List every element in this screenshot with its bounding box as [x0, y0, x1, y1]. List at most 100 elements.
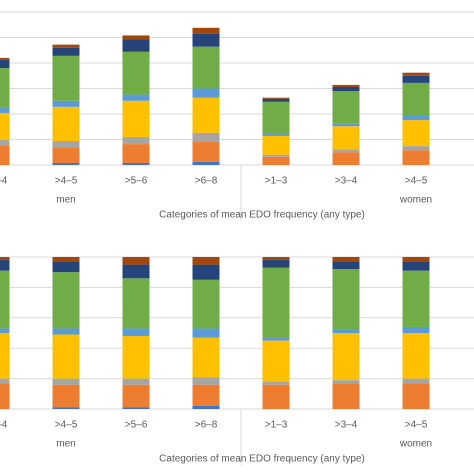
bar-segment — [122, 100, 150, 137]
bar-segment — [0, 260, 10, 271]
bar-segment — [52, 384, 80, 408]
x-tick-label: >4–5 — [405, 176, 428, 187]
bar-segment — [0, 59, 10, 69]
x-tick-label: >4–5 — [55, 420, 78, 431]
bar-segment — [122, 336, 150, 379]
bar-segment — [0, 57, 10, 60]
bar-segment — [52, 334, 80, 379]
bar-segment — [262, 384, 290, 409]
bar-segment — [402, 150, 430, 165]
bar-segment — [332, 380, 360, 384]
bar-segment — [192, 279, 220, 329]
bar-segment — [52, 141, 80, 148]
bar-segment — [332, 383, 360, 409]
bar-segment — [192, 27, 220, 34]
bar-segment — [262, 340, 290, 382]
bar-segment — [192, 161, 220, 165]
bar-segment — [122, 257, 150, 265]
bar-segment — [52, 162, 80, 165]
bar-segment — [52, 378, 80, 385]
bar-segment — [52, 55, 80, 101]
bar-segment — [402, 270, 430, 327]
bar-segment — [122, 39, 150, 52]
bar-segment — [122, 328, 150, 337]
bar-segment — [192, 264, 220, 280]
bar-segment — [122, 407, 150, 409]
bar-segment — [332, 269, 360, 330]
bar-segment — [52, 272, 80, 329]
bar-segment — [402, 257, 430, 262]
bar-segment — [192, 405, 220, 409]
bar-segment — [332, 261, 360, 270]
bar-segment — [192, 142, 220, 162]
x-tick-label: >3–4 — [335, 420, 358, 431]
bar-segment — [52, 147, 80, 163]
bar-segment — [122, 162, 150, 165]
x-axis-title: Categories of mean EDO frequency (any ty… — [159, 210, 365, 221]
bar-segment — [402, 333, 430, 379]
group-label: men — [56, 195, 75, 206]
bar-segment — [192, 88, 220, 98]
bar-segment — [192, 257, 220, 265]
bar-segment — [262, 267, 290, 338]
bar-segment — [402, 115, 430, 121]
bar-segment — [52, 44, 80, 48]
bar-segment — [402, 326, 430, 333]
x-tick-label: >3–4 — [335, 176, 358, 187]
bar-segment — [122, 136, 150, 145]
x-tick-label: >3–4 — [0, 176, 8, 187]
x-tick-label: >5–6 — [125, 176, 148, 187]
group-label: men — [56, 439, 75, 450]
bar-segment — [262, 260, 290, 268]
bar-segment — [52, 106, 80, 142]
x-tick-label: >6–8 — [195, 176, 218, 187]
bar-segment — [402, 378, 430, 384]
bar-segment — [0, 145, 10, 165]
x-tick-label: >3–4 — [0, 420, 8, 431]
bar-segment — [52, 261, 80, 273]
bar-segment — [52, 257, 80, 262]
bar-segment — [52, 407, 80, 409]
x-tick-label: >1–3 — [265, 420, 288, 431]
group-label: women — [399, 439, 432, 450]
bar-segment — [332, 86, 360, 92]
bar-segment — [402, 75, 430, 83]
bar-segment — [332, 152, 360, 165]
bar-segment — [192, 97, 220, 133]
bar-segment — [122, 264, 150, 279]
x-tick-label: >4–5 — [405, 420, 428, 431]
bar-segment — [0, 270, 10, 329]
bar-segment — [332, 126, 360, 150]
bar-segment — [0, 68, 10, 108]
x-tick-label: >1–3 — [265, 176, 288, 187]
group-label: women — [399, 195, 432, 206]
bar-segment — [402, 261, 430, 271]
bar-segment — [262, 97, 290, 99]
bar-segment — [192, 384, 220, 406]
bar-segment — [122, 144, 150, 163]
bar-segment — [122, 378, 150, 385]
bar-segment — [122, 278, 150, 329]
bar-segment — [0, 333, 10, 379]
bar-segment — [262, 337, 290, 341]
bar-segment — [262, 257, 290, 261]
bar-segment — [0, 257, 10, 261]
bar-segment — [192, 46, 220, 89]
bar-segment — [0, 107, 10, 113]
x-axis-title: Categories of mean EDO frequency (any ty… — [159, 454, 365, 465]
bar-segment — [402, 120, 430, 147]
bar-segment — [332, 84, 360, 87]
bar-segment — [262, 156, 290, 165]
bar-segment — [122, 384, 150, 408]
bar-segment — [262, 135, 290, 155]
bar-segment — [52, 100, 80, 107]
x-tick-label: >6–8 — [195, 420, 218, 431]
bar-segment — [0, 378, 10, 384]
bar-segment — [52, 328, 80, 335]
bar-segment — [192, 132, 220, 143]
bar-segment — [0, 112, 10, 141]
bar-segment — [332, 91, 360, 124]
bar-segment — [262, 154, 290, 157]
bar-segment — [122, 35, 150, 40]
